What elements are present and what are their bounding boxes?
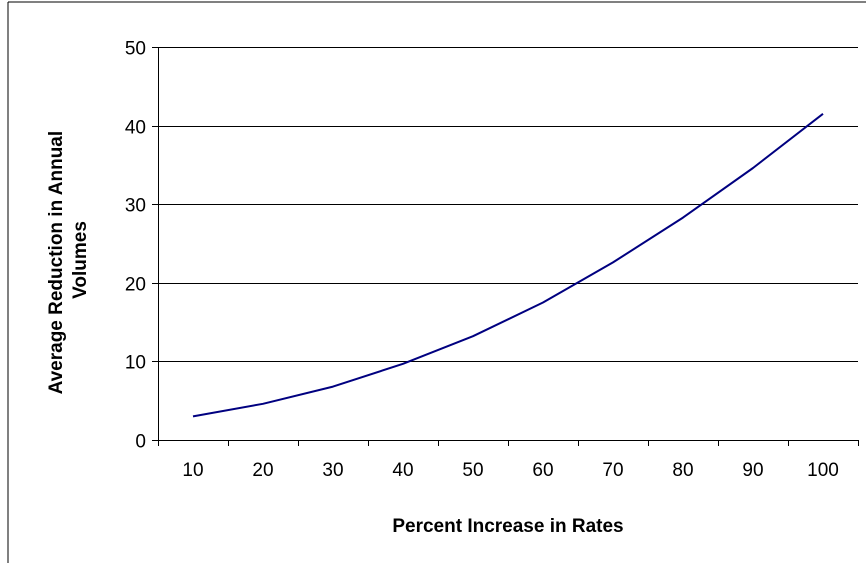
axes <box>152 47 859 446</box>
x-tick-label-50: 50 <box>462 460 483 481</box>
y-axis-title-line-2: Volumes <box>70 221 91 299</box>
x-axis-title: Percent Increase in Rates <box>392 516 623 537</box>
x-tick-label-60: 60 <box>532 460 553 481</box>
series-line-0 <box>192 113 824 418</box>
x-tick-label-10: 10 <box>182 460 203 481</box>
x-tick-label-40: 40 <box>392 460 413 481</box>
series-layer <box>192 113 824 418</box>
y-tick-label-50: 50 <box>125 39 146 60</box>
x-tick-label-70: 70 <box>602 460 623 481</box>
y-tick-label-0: 0 <box>135 432 146 453</box>
x-tick-label-80: 80 <box>672 460 693 481</box>
x-tick-label-100: 100 <box>807 460 839 481</box>
y-tick-label-20: 20 <box>125 275 146 296</box>
y-tick-label-30: 30 <box>125 196 146 217</box>
y-tick-label-10: 10 <box>125 353 146 374</box>
y-axis-title: Average Reduction in Annual Volumes <box>46 126 91 395</box>
x-tick-label-20: 20 <box>252 460 273 481</box>
tick-labels: 0 10 20 30 40 50 10 20 30 40 50 60 70 80 90 100 <box>125 39 839 482</box>
y-tick-label-40: 40 <box>125 118 146 139</box>
x-tick-label-90: 90 <box>742 460 763 481</box>
y-axis-title-line-1: Average Reduction in Annual <box>46 131 67 395</box>
gridlines <box>158 47 858 362</box>
x-tick-label-30: 30 <box>322 460 343 481</box>
